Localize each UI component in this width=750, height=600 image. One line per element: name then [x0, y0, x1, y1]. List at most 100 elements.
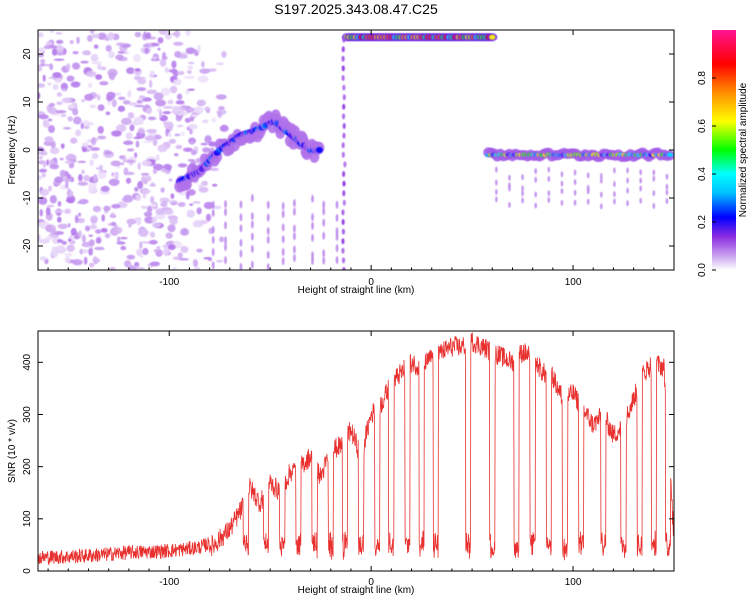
noise-blob: [125, 132, 133, 140]
colorbar-tick-label: 0.6: [697, 119, 708, 133]
y-tick-label: 10: [22, 96, 33, 108]
noise-blob: [96, 167, 100, 170]
noise-blob: [84, 93, 94, 101]
noise-blob: [70, 137, 78, 144]
colorbar-tick-label: 0.2: [697, 215, 708, 229]
noise-blob: [44, 136, 54, 143]
band-drip: [613, 198, 616, 205]
noise-blob: [47, 118, 53, 122]
noise-blob: [49, 63, 54, 71]
noise-blob: [173, 153, 179, 157]
noise-blob: [80, 60, 89, 64]
edge-streak: [342, 171, 346, 177]
noise-blob: [93, 257, 101, 263]
noise-blob: [133, 217, 142, 221]
noise-blob: [149, 261, 161, 267]
noise-blob: [93, 173, 98, 183]
snr-y-label: SNR (10 * v/v): [7, 419, 18, 483]
noise-blob: [149, 70, 155, 78]
noise-blob: [219, 124, 229, 132]
noise-blob: [126, 67, 135, 75]
noise-blob: [76, 36, 80, 44]
noise-blob: [89, 30, 95, 35]
noise-blob: [134, 68, 141, 72]
noise-blob: [54, 78, 62, 83]
colorbar-tick-label: 0.0: [697, 263, 708, 277]
streak-blob: [335, 232, 339, 241]
noise-blob: [67, 188, 72, 195]
streak-blob: [211, 225, 215, 234]
streak-blob: [293, 245, 296, 254]
snr-series-line: [38, 332, 674, 566]
band-drip: [534, 202, 537, 209]
noise-blob: [101, 214, 106, 222]
streak-blob: [239, 224, 243, 233]
noise-blob: [169, 85, 178, 94]
noise-blob: [38, 196, 48, 205]
noise-blob: [38, 175, 43, 181]
noise-blob: [103, 205, 111, 212]
noise-blob: [43, 45, 51, 50]
noise-blob: [203, 256, 213, 260]
noise-blob: [89, 262, 95, 268]
noise-blob: [175, 144, 183, 150]
noise-blob: [38, 222, 44, 228]
noise-blob: [175, 100, 185, 105]
y-tick-label: -20: [22, 238, 33, 253]
streak-blob: [281, 223, 285, 232]
noise-blob: [81, 169, 85, 175]
noise-blob: [168, 199, 177, 203]
noise-blob: [50, 249, 58, 258]
streak-blob: [335, 213, 339, 222]
noise-blob: [174, 50, 181, 58]
noise-blob: [66, 244, 75, 252]
noise-blob: [150, 42, 160, 47]
noise-blob: [38, 168, 48, 173]
noise-blob: [55, 31, 63, 35]
band-drip: [508, 185, 511, 192]
noise-blob: [61, 97, 73, 104]
zero-band-core: [666, 152, 674, 157]
noise-blob: [177, 202, 186, 208]
band-drip: [560, 180, 564, 187]
noise-blob: [54, 209, 65, 213]
band-drip: [639, 169, 642, 176]
noise-blob: [123, 140, 134, 145]
noise-blob: [53, 230, 65, 235]
noise-blob: [91, 152, 99, 160]
noise-blob: [198, 186, 209, 193]
noise-blob: [185, 107, 196, 113]
noise-blob: [165, 232, 173, 239]
band-drip: [573, 199, 577, 206]
noise-blob: [60, 143, 65, 149]
streak-blob: [322, 218, 326, 227]
streak-blob: [293, 232, 296, 241]
noise-blob: [136, 99, 143, 104]
noise-blob: [39, 208, 43, 217]
noise-blob: [49, 195, 57, 204]
noise-blob: [140, 205, 148, 210]
noise-blob: [152, 222, 162, 228]
x-tick-label: -100: [159, 277, 179, 288]
noise-blob: [211, 117, 217, 123]
noise-blob: [65, 180, 69, 189]
noise-blob: [162, 105, 174, 109]
noise-blob: [169, 216, 178, 226]
y-tick-label: 100: [22, 510, 33, 527]
noise-blob: [67, 238, 72, 242]
noise-blob: [134, 31, 142, 38]
noise-blob: [160, 187, 165, 193]
edge-streak: [343, 161, 347, 168]
x-tick-label: -100: [159, 577, 179, 588]
noise-blob: [189, 203, 194, 207]
noise-blob: [121, 117, 132, 126]
noise-blob: [100, 228, 108, 233]
noise-blob: [38, 155, 43, 160]
noise-blob: [40, 188, 50, 197]
noise-blob: [104, 233, 111, 239]
noise-blob: [81, 99, 86, 103]
noise-blob: [137, 78, 147, 85]
noise-blob: [112, 173, 119, 178]
noise-blob: [221, 50, 227, 58]
noise-blob: [155, 154, 160, 161]
